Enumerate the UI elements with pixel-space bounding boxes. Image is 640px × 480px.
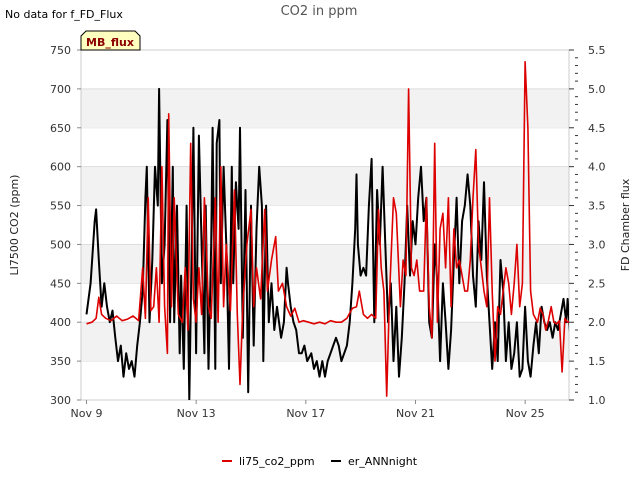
y-tick-label: 700 <box>50 83 71 96</box>
series-layer <box>85 60 569 400</box>
legend-label: er_ANNnight <box>348 455 418 468</box>
no-data-note: No data for f_FD_Flux <box>5 8 123 21</box>
x-tick-label: Nov 13 <box>177 407 216 420</box>
x-tick-label: Nov 9 <box>70 407 102 420</box>
plot-area-frame <box>80 49 570 401</box>
y2-axis-label: FD Chamber flux <box>619 178 632 271</box>
mb-flux-tag-label: MB_flux <box>86 36 134 49</box>
y2-tick-label: 5.5 <box>588 44 606 57</box>
y-tick-label: 600 <box>50 161 71 174</box>
y2-tick-label: 1.0 <box>588 394 606 407</box>
y2-tick-label: 2.0 <box>588 316 606 329</box>
y2-tick-label: 4.0 <box>588 161 606 174</box>
y-tick-label: 400 <box>50 316 71 329</box>
y2-tick-label: 3.0 <box>588 238 606 251</box>
y-tick-label: 450 <box>50 277 71 290</box>
y-tick-label: 500 <box>50 238 71 251</box>
y-tick-label: 350 <box>50 355 71 368</box>
y-tick-label: 750 <box>50 44 71 57</box>
x-tick-label: Nov 25 <box>506 407 545 420</box>
mb-flux-tag: MB_flux <box>80 30 141 51</box>
y2-tick-label: 5.0 <box>588 83 606 96</box>
grid-band <box>81 322 569 362</box>
x-tick-label: Nov 17 <box>286 407 325 420</box>
legend: li75_co2_ppm er_ANNnight <box>222 455 418 468</box>
y2-tick-label: 1.5 <box>588 355 606 368</box>
y2-tick-label: 3.5 <box>588 200 606 213</box>
y2-tick-label: 4.5 <box>588 122 606 135</box>
y-ticks-left: 300 350 400 450 500 550 600 650 700 750 <box>50 44 81 407</box>
legend-label: li75_co2_ppm <box>239 455 315 468</box>
x-tick-label: Nov 21 <box>396 407 435 420</box>
grid-band <box>81 88 569 128</box>
mb-flux-tag-box <box>80 30 141 51</box>
y-axis-label: LI7500 CO2 (ppm) <box>8 175 21 276</box>
chart-title: CO2 in ppm <box>281 4 358 19</box>
grid-band <box>81 244 569 284</box>
y-ticks-right: 1.0 1.5 2.0 2.5 3.0 3.5 4.0 4.5 5.0 5.5 <box>569 44 606 407</box>
series-line-er_ANNnight <box>85 87 569 400</box>
y2-tick-label: 2.5 <box>588 277 606 290</box>
y-tick-label: 550 <box>50 200 71 213</box>
y-tick-label: 300 <box>50 394 71 407</box>
series-line-li75_co2_ppm <box>86 60 569 397</box>
y-tick-label: 650 <box>50 122 71 135</box>
x-ticks: Nov 9 Nov 13 Nov 17 Nov 21 Nov 25 <box>70 400 545 420</box>
